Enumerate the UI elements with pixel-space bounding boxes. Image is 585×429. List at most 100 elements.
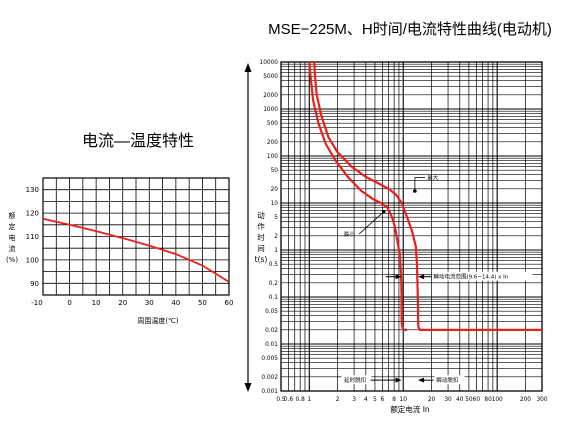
right-y-tick-label: 0.1 <box>269 295 279 301</box>
left-y-label-part: 流 <box>9 244 16 253</box>
right-y-label-part: 时 <box>257 232 265 242</box>
right-x-tick-label: 30 <box>444 397 452 403</box>
inst-trip-label: 瞬动脱扣 <box>436 376 458 384</box>
right-y-tick-label: 5000 <box>263 74 278 80</box>
right-y-label-part: 动 <box>257 210 265 220</box>
right-y-tick-label: 100 <box>267 154 278 160</box>
right-series-line <box>313 61 542 331</box>
right-x-tick-label: 8 <box>392 397 396 403</box>
left-x-tick-label: 0 <box>67 299 71 307</box>
right-y-tick-label: 0.005 <box>261 356 278 362</box>
min-pointer-line <box>358 211 384 235</box>
min-pointer-dot <box>381 209 386 214</box>
inst-range-arrowhead-right <box>418 274 425 280</box>
left-y-tick-label: 110 <box>26 233 39 241</box>
right-y-tick-label: 2 <box>274 234 278 240</box>
min-label: 最小 <box>344 230 356 238</box>
right-x-tick-label: 0.5 <box>276 397 286 403</box>
right-chart-y-ticks: 0.001 0.002 0.005 0.01 0.02 0.05 0.1 0.2 0.5 1 2 5 1… <box>260 60 279 395</box>
right-x-tick-label: 4 <box>364 397 368 403</box>
right-y-tick-label: 50 <box>271 168 279 174</box>
left-chart-x-label: 周围温度(℃) <box>137 316 179 325</box>
right-chart-grid <box>280 61 543 392</box>
inst-trip-arrowhead <box>418 377 425 383</box>
axis-arrow-head-down <box>244 383 252 392</box>
right-y-tick-label: 1000 <box>263 107 278 113</box>
right-x-tick-label: 20 <box>428 397 436 403</box>
right-y-label-part: 作 <box>257 221 265 231</box>
max-pointer-dot <box>413 189 417 193</box>
right-x-tick-label: 200 <box>520 397 531 403</box>
inst-range-label: 瞬动电流范围(9.6−14.4) x In <box>434 273 509 281</box>
left-chart-grid <box>42 177 230 296</box>
left-y-label-part: (%) <box>6 256 18 264</box>
inst-range-arrowhead-left <box>395 274 402 280</box>
right-chart-x-label: 额定电流 In <box>390 404 430 414</box>
left-y-label-part: 电 <box>9 233 16 242</box>
inst-range-label-bg <box>432 271 533 281</box>
right-x-tick-label: 40 <box>456 397 464 403</box>
right-x-tick-label: 2 <box>336 397 340 403</box>
left-y-label-part: 额 <box>9 211 16 220</box>
right-y-tick-label: 10000 <box>260 60 279 66</box>
right-y-tick-label: 2000 <box>263 93 278 99</box>
right-y-tick-label: 0.5 <box>269 262 279 268</box>
right-y-tick-label: 0.2 <box>269 281 279 287</box>
right-y-tick-label: 0.02 <box>265 328 278 334</box>
left-y-tick-label: 120 <box>26 210 39 218</box>
delay-label: 延时脱扣 <box>344 376 366 384</box>
right-y-tick-label: 0.01 <box>265 342 278 348</box>
right-x-tick-label: 5 <box>373 397 377 403</box>
left-y-label-part: 定 <box>9 222 16 231</box>
left-series-line <box>42 217 230 283</box>
right-y-tick-label: 1 <box>274 248 278 254</box>
left-chart-title: 电流—温度特性 <box>82 132 194 150</box>
max-label: 最大 <box>427 173 439 181</box>
right-x-tick-label: 100 <box>492 397 503 403</box>
right-x-tick-label: 1 <box>307 397 311 403</box>
right-y-label-part: 间 <box>257 244 265 253</box>
right-x-tick-label: 80 <box>484 397 492 403</box>
right-y-tick-label: 0.05 <box>265 309 278 315</box>
right-chart-x-ticks: 0.50.6 0.8 1 2 3 4 5 6 8 10 20 30 40 50 60 80 100 200 300 <box>276 397 547 403</box>
right-y-tick-label: 10 <box>271 201 279 207</box>
right-x-tick-label: 6 <box>381 397 385 403</box>
time-current-chart: MSE−225M、H时间/电流特性曲线(电动机) 0.001 0.002 0.005… <box>244 21 552 414</box>
right-x-tick-label: 0.6 <box>284 397 294 403</box>
right-x-tick-label: 10 <box>400 397 408 403</box>
right-y-label-part: t(s) <box>255 255 268 264</box>
left-x-tick-label: 50 <box>198 299 207 307</box>
right-y-tick-label: 0.002 <box>261 375 278 381</box>
right-chart-title: MSE−225M、H时间/电流特性曲线(电动机) <box>268 21 552 38</box>
right-series-line <box>308 61 408 331</box>
left-y-tick-label: 90 <box>30 280 39 288</box>
left-y-tick-label: 130 <box>26 186 39 194</box>
left-x-tick-label: 30 <box>145 299 154 307</box>
right-x-tick-label: 3 <box>352 397 356 403</box>
left-chart-y-ticks: 90 100 110 120 130 <box>26 186 39 288</box>
axis-arrow-head-up <box>244 63 252 72</box>
right-y-tick-label: 0.001 <box>261 389 278 395</box>
delay-label-bg <box>341 375 372 385</box>
left-chart-series <box>42 217 230 283</box>
left-x-tick-label: 40 <box>171 299 180 307</box>
right-x-tick-label: 300 <box>536 397 547 403</box>
left-chart-frame <box>42 177 230 296</box>
left-y-tick-label: 100 <box>26 256 39 264</box>
right-x-tick-label: 0.8 <box>296 397 306 403</box>
right-y-tick-label: 5 <box>274 215 278 221</box>
left-chart-x-ticks: -10 0 10 20 30 40 50 60 <box>31 299 233 307</box>
right-x-tick-label: 60 <box>473 397 481 403</box>
left-x-tick-label: -10 <box>31 299 42 307</box>
right-chart-series <box>308 61 542 331</box>
inst-trip-label-bg <box>434 375 465 385</box>
right-y-tick-label: 20 <box>271 187 279 193</box>
right-chart-frame <box>280 61 543 392</box>
left-chart-y-label: 额定电流 (%) <box>6 211 18 264</box>
left-x-tick-label: 10 <box>92 299 101 307</box>
delay-arrowhead <box>395 377 402 383</box>
